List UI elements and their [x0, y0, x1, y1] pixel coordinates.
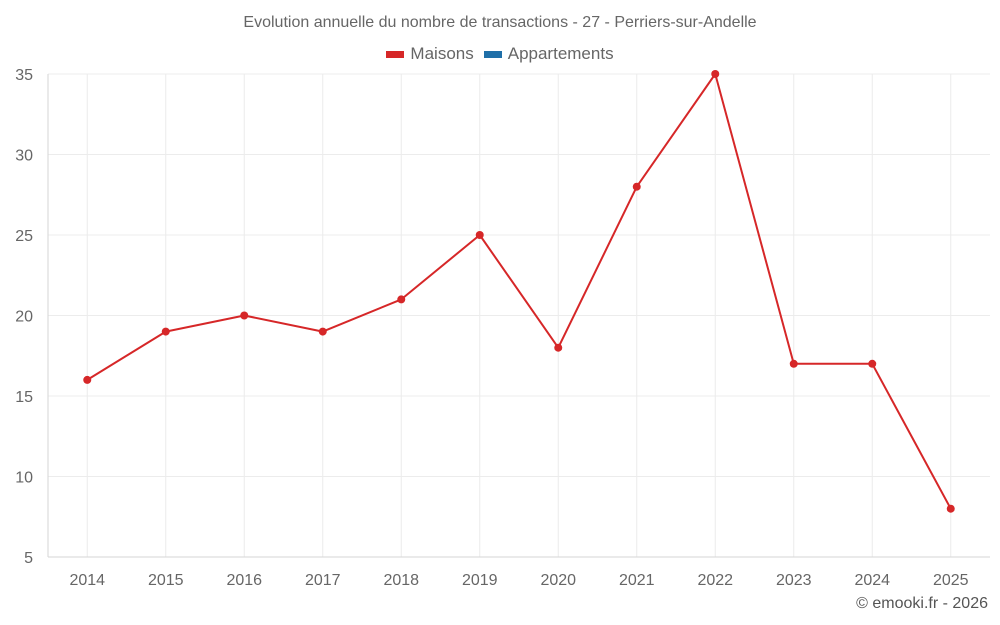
- data-point-maisons-2024[interactable]: [868, 359, 877, 368]
- data-point-maisons-2019[interactable]: [475, 231, 484, 239]
- y-tick-label-20: 20: [15, 309, 33, 326]
- x-tick-label-2019: 2019: [462, 572, 498, 589]
- legend-item-maisons[interactable]: Maisons: [386, 44, 474, 64]
- legend-swatch-maisons: [386, 50, 405, 58]
- x-tick-label-2024: 2024: [854, 572, 890, 589]
- data-point-maisons-2021[interactable]: [632, 182, 641, 191]
- grid: [48, 73, 990, 558]
- y-tick-label-30: 30: [15, 148, 33, 165]
- x-tick-label-2014: 2014: [69, 572, 105, 589]
- x-tick-label-2022: 2022: [697, 572, 733, 589]
- legend: Maisons Appartements: [0, 44, 1000, 64]
- data-point-maisons-2025[interactable]: [946, 504, 955, 513]
- data-point-maisons-2016[interactable]: [240, 311, 249, 320]
- x-tick-label-2020: 2020: [540, 572, 576, 589]
- x-tick-label-2021: 2021: [619, 572, 655, 589]
- data-point-maisons-2020[interactable]: [554, 343, 563, 352]
- data-point-maisons-2018[interactable]: [397, 295, 406, 304]
- x-tick-label-2015: 2015: [148, 572, 184, 589]
- x-tick-label-2025: 2025: [933, 572, 969, 589]
- chart-title: Evolution annuelle du nombre de transact…: [243, 14, 757, 31]
- data-point-maisons-2015[interactable]: [161, 327, 170, 336]
- x-tick-label-2016: 2016: [226, 572, 262, 589]
- data-point-maisons-2022[interactable]: [711, 70, 720, 78]
- y-tick-label-5: 5: [24, 550, 33, 567]
- legend-label-maisons: Maisons: [410, 44, 474, 63]
- y-tick-label-25: 25: [15, 228, 33, 245]
- y-tick-label-15: 15: [15, 389, 33, 406]
- series-line-maisons: [86, 73, 952, 510]
- y-tick-label-35: 35: [15, 67, 33, 84]
- data-point-maisons-2023[interactable]: [789, 359, 798, 368]
- data-point-maisons-2014[interactable]: [83, 375, 92, 384]
- legend-label-appartements: Appartements: [507, 44, 614, 63]
- x-tick-label-2023: 2023: [776, 572, 812, 589]
- x-tick-label-2018: 2018: [383, 572, 419, 589]
- x-tick-label-2017: 2017: [305, 572, 341, 589]
- y-tick-label-10: 10: [15, 470, 33, 487]
- legend-swatch-appartements: [483, 50, 502, 58]
- credit-text: © emooki.fr - 2026: [856, 595, 988, 612]
- legend-item-appartements[interactable]: Appartements: [483, 44, 614, 64]
- data-point-maisons-2017[interactable]: [318, 327, 327, 336]
- series-layer: [83, 70, 955, 513]
